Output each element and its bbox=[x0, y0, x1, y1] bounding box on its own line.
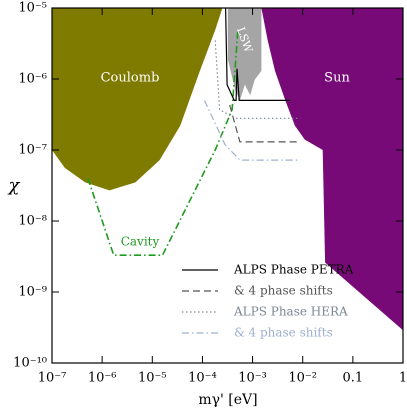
y-axis-label: χ bbox=[7, 175, 21, 196]
line bbox=[225, 8, 291, 101]
x-tick-label: 10⁻⁵ bbox=[138, 371, 167, 386]
region-label: Coulomb bbox=[101, 71, 160, 86]
legend-label: & 4 phase shifts bbox=[234, 326, 333, 340]
y-tick-label: 10⁻⁵ bbox=[18, 1, 47, 16]
y-tick-label: 10⁻⁹ bbox=[18, 285, 47, 300]
legend-label: & 4 phase shifts bbox=[234, 284, 333, 298]
x-tick-label: 10⁻² bbox=[288, 371, 317, 386]
line bbox=[203, 100, 301, 161]
x-tick-label: 10⁻⁷ bbox=[38, 371, 67, 386]
y-tick-label: 10⁻⁶ bbox=[18, 72, 47, 87]
legend-label: ALPS Phase PETRA bbox=[233, 263, 354, 277]
x-axis-label: mγ' [eV] bbox=[198, 392, 257, 408]
region bbox=[52, 8, 223, 191]
region-label: Sun bbox=[324, 71, 350, 86]
y-tick-label: 10⁻⁷ bbox=[18, 143, 47, 158]
x-tick-label: 10⁻⁶ bbox=[88, 371, 117, 386]
y-tick-label: 10⁻¹⁰ bbox=[13, 356, 47, 371]
x-tick-label: 0.1 bbox=[343, 371, 364, 386]
plot-frame bbox=[51, 7, 404, 364]
cavity-line bbox=[87, 29, 239, 256]
x-tick-label: 1 bbox=[399, 371, 407, 386]
plot-area bbox=[52, 8, 403, 331]
y-tick-label: 10⁻⁸ bbox=[18, 214, 47, 229]
cavity-label: Cavity bbox=[121, 235, 160, 249]
legend-label: ALPS Phase HERA bbox=[233, 305, 348, 319]
x-tick-label: 10⁻³ bbox=[238, 371, 267, 386]
region bbox=[227, 8, 262, 101]
x-tick-label: 10⁻⁴ bbox=[188, 371, 217, 386]
region bbox=[261, 8, 403, 331]
